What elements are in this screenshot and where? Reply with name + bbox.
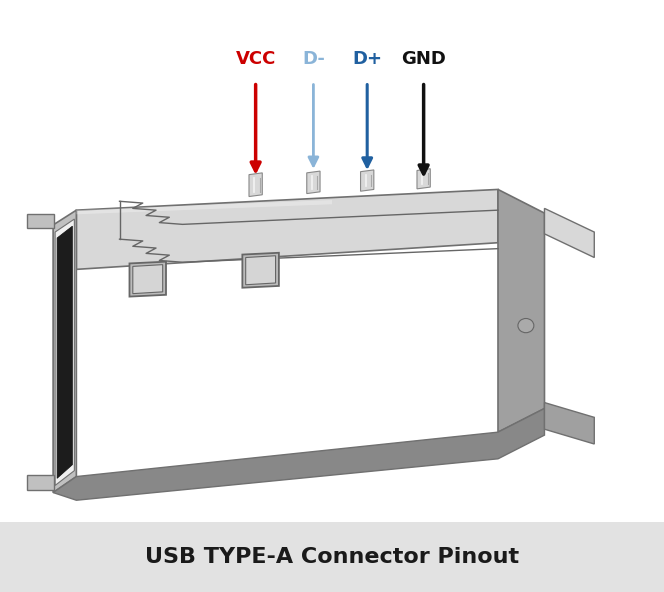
Text: VCC: VCC bbox=[236, 50, 276, 68]
Polygon shape bbox=[76, 200, 332, 214]
Circle shape bbox=[518, 318, 534, 333]
Text: D+: D+ bbox=[352, 50, 382, 68]
Polygon shape bbox=[361, 170, 374, 191]
Polygon shape bbox=[249, 173, 262, 197]
Polygon shape bbox=[27, 475, 54, 490]
Polygon shape bbox=[242, 253, 279, 288]
FancyBboxPatch shape bbox=[0, 522, 664, 592]
Polygon shape bbox=[544, 403, 594, 444]
Polygon shape bbox=[76, 189, 498, 269]
Text: D-: D- bbox=[302, 50, 325, 68]
Polygon shape bbox=[307, 171, 320, 194]
Polygon shape bbox=[55, 219, 74, 485]
Text: GND: GND bbox=[401, 50, 446, 68]
Polygon shape bbox=[246, 256, 276, 285]
Polygon shape bbox=[133, 265, 163, 294]
Polygon shape bbox=[544, 208, 594, 258]
Polygon shape bbox=[53, 210, 76, 493]
Polygon shape bbox=[27, 214, 54, 228]
Polygon shape bbox=[57, 226, 72, 478]
Polygon shape bbox=[53, 408, 544, 500]
Polygon shape bbox=[417, 169, 430, 189]
Polygon shape bbox=[498, 189, 544, 432]
Polygon shape bbox=[129, 262, 166, 297]
Text: USB TYPE-A Connector Pinout: USB TYPE-A Connector Pinout bbox=[145, 547, 519, 567]
